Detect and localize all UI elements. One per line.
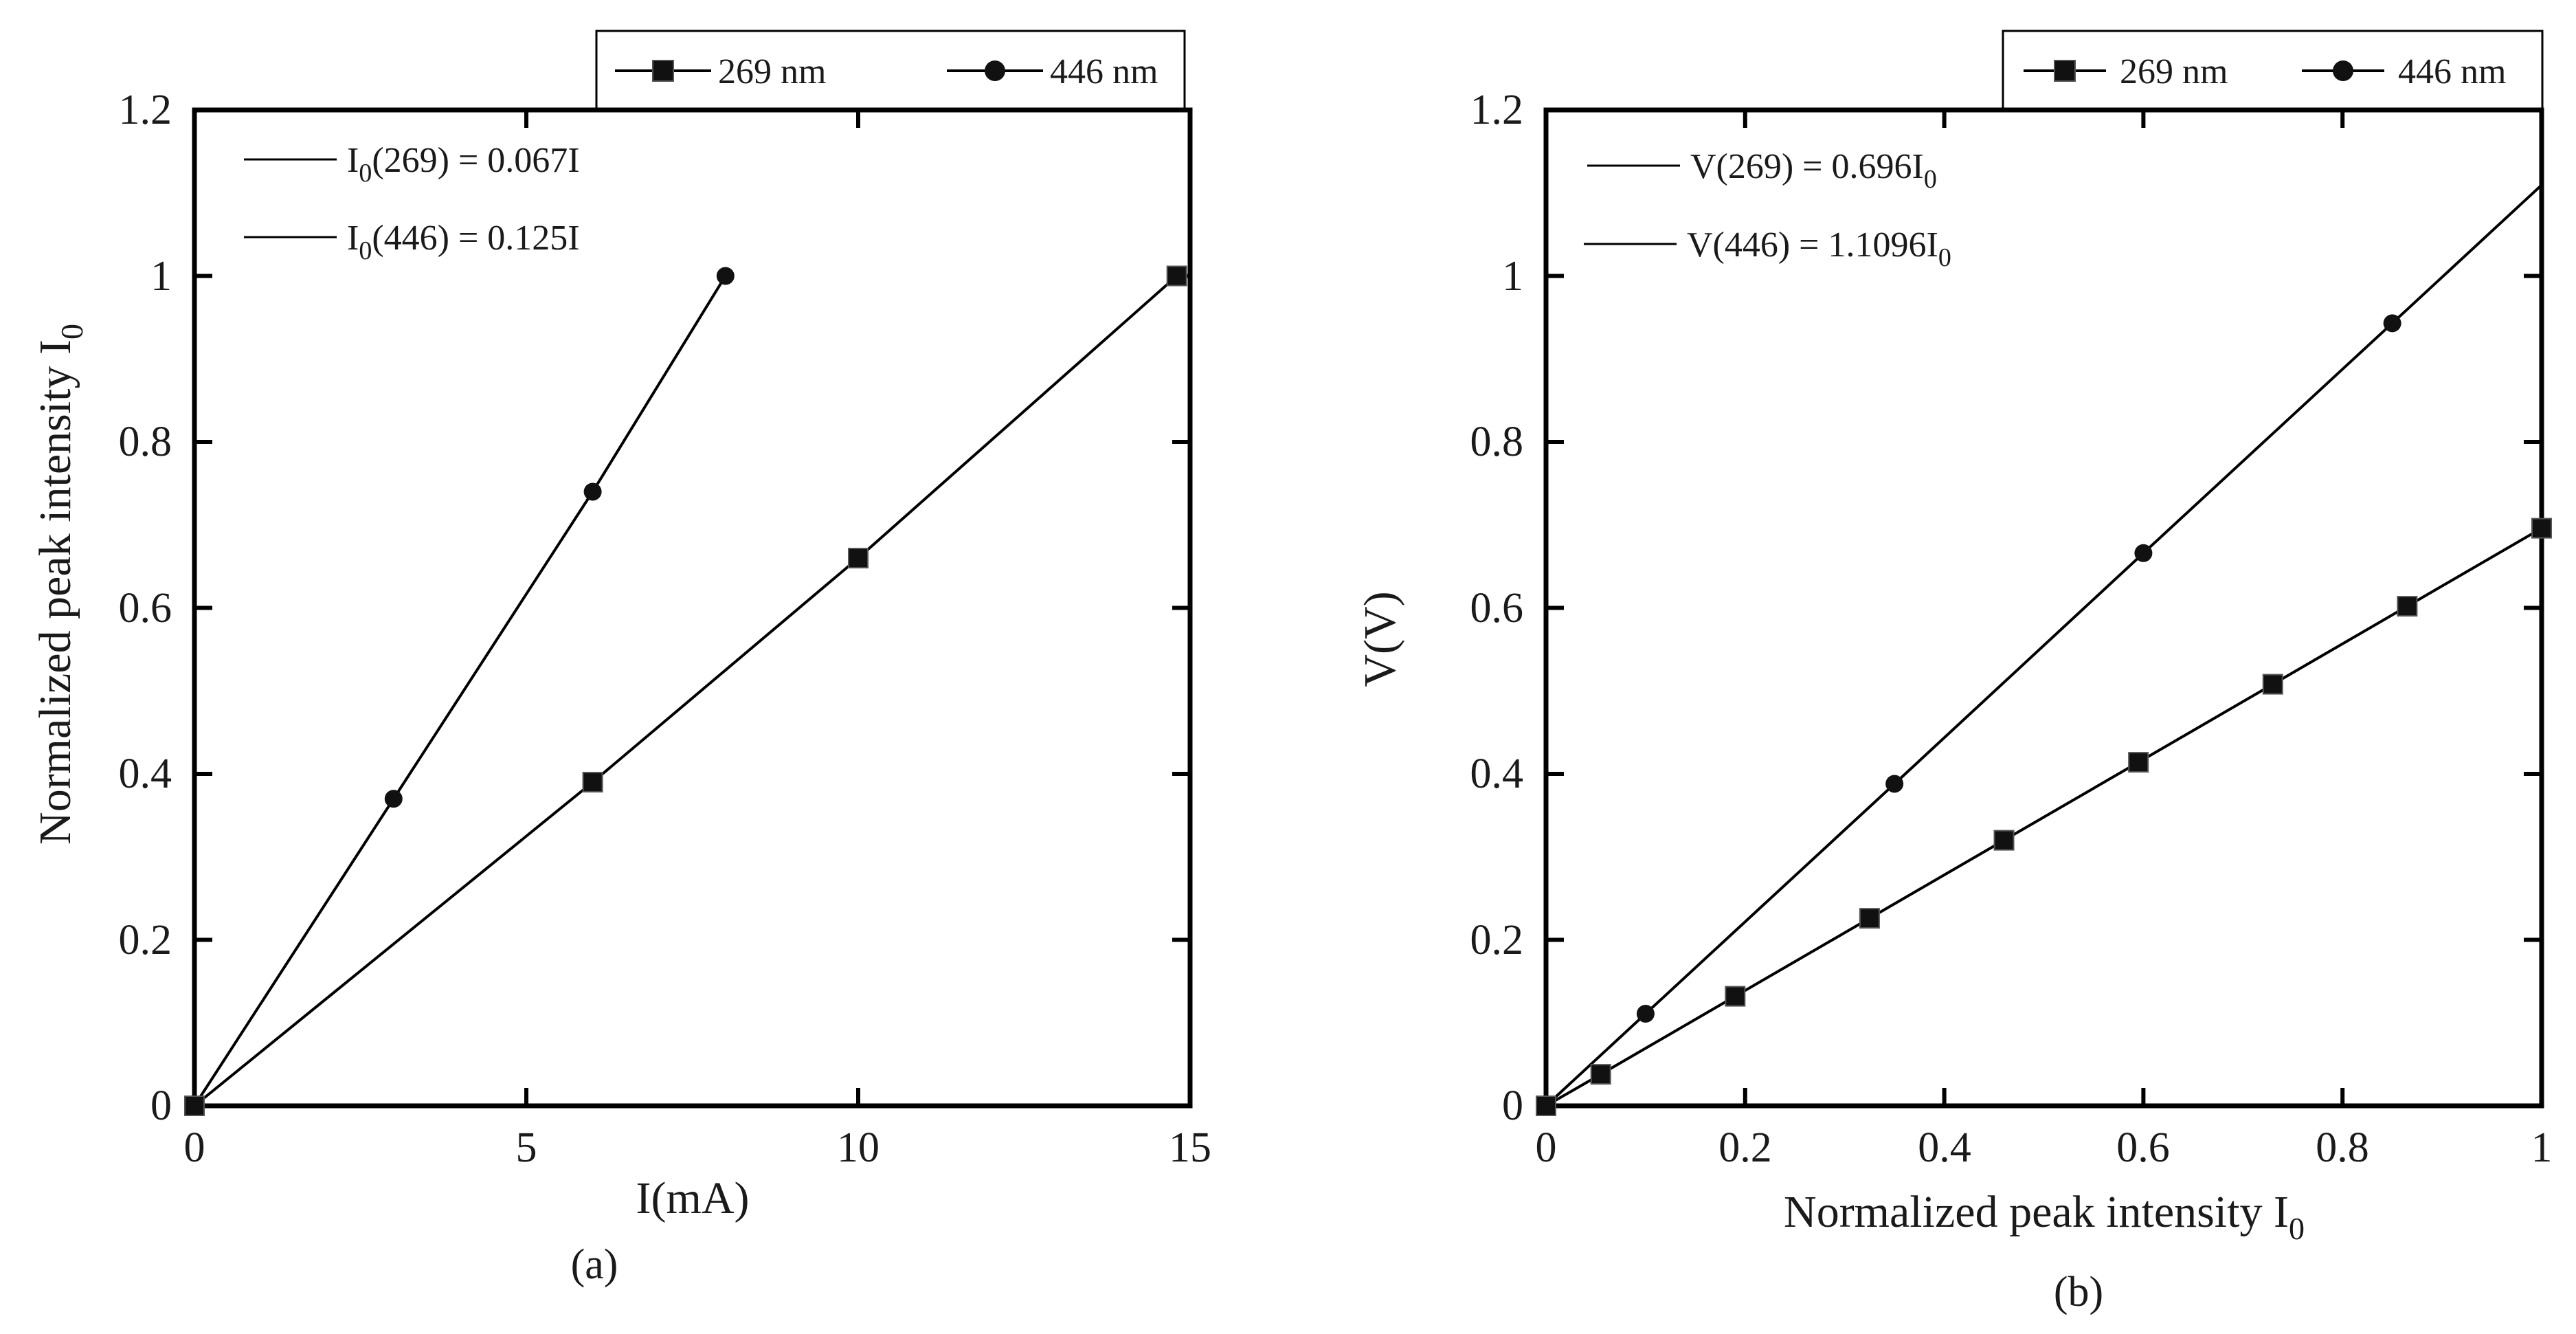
x-tick-label: 0.2 <box>1718 1124 1772 1171</box>
data-point-269-nm <box>2262 674 2283 695</box>
series-line-269-nm <box>193 275 1178 1107</box>
chart-panel-a: 0 5 10 15 0 0.2 0.4 0.6 0.8 1 1.2 I(mA) … <box>30 30 1212 1288</box>
data-point-269-nm <box>848 548 869 569</box>
y-tick-label: 0.6 <box>1470 585 1524 632</box>
y-tick-label: 0.8 <box>119 419 172 465</box>
data-point-446-nm <box>1636 1004 1655 1023</box>
data-point-446-nm <box>716 267 735 285</box>
fit-annotations-a: I0(269) = 0.067I I0(446) = 0.125I <box>244 141 580 265</box>
x-tick-label: 0.8 <box>2316 1124 2369 1171</box>
x-tick-label: 0.6 <box>2116 1124 2170 1171</box>
series-markers-b <box>1536 314 2552 1116</box>
legend-label-269: 269 nm <box>718 52 826 91</box>
legend-b: 269 nm 446 nm <box>2002 30 2544 110</box>
legend-marker-446 <box>2333 60 2353 81</box>
plot-area-a <box>184 107 1193 1116</box>
y-tick-label: 0.2 <box>1470 917 1524 964</box>
y-tick-label: 1.2 <box>119 87 172 133</box>
data-point-269-nm <box>582 772 603 793</box>
series-line-446-nm <box>193 275 727 1107</box>
data-point-269-nm <box>2531 518 2552 539</box>
data-point-446-nm <box>583 482 602 501</box>
data-point-446-nm <box>1537 1097 1555 1115</box>
data-point-269-nm <box>1166 265 1187 287</box>
legend-label-269: 269 nm <box>2120 52 2228 91</box>
annotation-text: I0(269) = 0.067I <box>347 141 580 188</box>
plot-frame-a <box>192 107 1193 1109</box>
legend-marker-446 <box>985 60 1005 81</box>
x-tick-label: 0.4 <box>1918 1124 1971 1171</box>
data-point-446-nm <box>2134 544 2153 562</box>
y-tick-label: 0 <box>1502 1082 1523 1129</box>
series-lines-a <box>193 275 1178 1107</box>
y-axis-title-a: Normalized peak intensity I0 <box>30 324 89 845</box>
panel-label-b: (b) <box>2054 1269 2103 1315</box>
y-axis-title-b: V(V) <box>1355 591 1405 687</box>
y-tick-label: 0.4 <box>119 751 172 797</box>
x-tick-label: 0 <box>1536 1124 1557 1171</box>
fit-annotations-b: V(269) = 0.696I0 V(446) = 1.1096I0 <box>1584 147 1951 272</box>
x-axis-title-b: Normalized peak intensity I0 <box>1784 1187 2305 1246</box>
data-point-446-nm <box>2383 314 2401 333</box>
series-line-269-nm <box>1545 526 2543 1107</box>
data-point-269-nm <box>1590 1064 1611 1085</box>
series-markers-a <box>184 265 1187 1116</box>
y-tick-label: 0 <box>150 1082 172 1129</box>
x-tick-label: 15 <box>1169 1124 1211 1171</box>
annotation-text: I0(446) = 0.125I <box>347 219 580 265</box>
axis-ticks-a <box>192 108 1192 1108</box>
x-tick-label: 0 <box>184 1124 205 1171</box>
x-tick-label: 5 <box>516 1124 537 1171</box>
data-point-269-nm <box>1859 908 1880 929</box>
chart-panel-b: 0 0.2 0.4 0.6 0.8 1 0 0.2 0.4 0.6 0.8 1 … <box>1355 30 2553 1315</box>
panel-label-a: (a) <box>571 1241 618 1288</box>
data-point-269-nm <box>2128 752 2149 773</box>
legend-marker-269 <box>2054 60 2076 82</box>
legend-label-446: 446 nm <box>2398 52 2506 91</box>
data-point-446-nm <box>186 1097 203 1115</box>
x-tick-labels-b: 0 0.2 0.4 0.6 0.8 1 <box>1536 1124 2553 1171</box>
legend-a: 269 nm 446 nm <box>595 30 1186 110</box>
data-point-269-nm <box>1993 830 2015 851</box>
y-tick-label: 0.2 <box>119 917 172 964</box>
y-tick-label: 0.6 <box>119 585 172 632</box>
legend-marker-269 <box>652 60 674 82</box>
y-tick-label: 1 <box>1502 253 1523 300</box>
series-line-446-nm <box>1545 184 2543 1107</box>
y-tick-labels-a: 0 0.2 0.4 0.6 0.8 1 1.2 <box>119 87 172 1129</box>
x-tick-label: 1 <box>2531 1124 2553 1171</box>
x-tick-label: 10 <box>837 1124 880 1171</box>
x-tick-labels-a: 0 5 10 15 <box>184 1124 1212 1171</box>
y-tick-label: 0.4 <box>1470 751 1524 797</box>
plot-area-b <box>1536 107 2552 1116</box>
data-point-446-nm <box>384 790 403 808</box>
data-point-269-nm <box>1725 986 1746 1007</box>
axis-ticks-b <box>1544 108 2544 1108</box>
annotation-text: V(446) = 1.1096I0 <box>1687 225 1951 272</box>
y-tick-label: 0.8 <box>1470 419 1524 465</box>
y-tick-labels-b: 0 0.2 0.4 0.6 0.8 1 1.2 <box>1470 87 1524 1129</box>
y-tick-label: 1.2 <box>1470 87 1524 133</box>
data-point-446-nm <box>1885 775 1904 793</box>
annotation-text: V(269) = 0.696I0 <box>1690 147 1937 194</box>
x-axis-title-a: I(mA) <box>636 1173 750 1223</box>
legend-label-446: 446 nm <box>1050 52 1158 91</box>
data-point-269-nm <box>2397 596 2418 617</box>
y-tick-label: 1 <box>150 253 172 300</box>
